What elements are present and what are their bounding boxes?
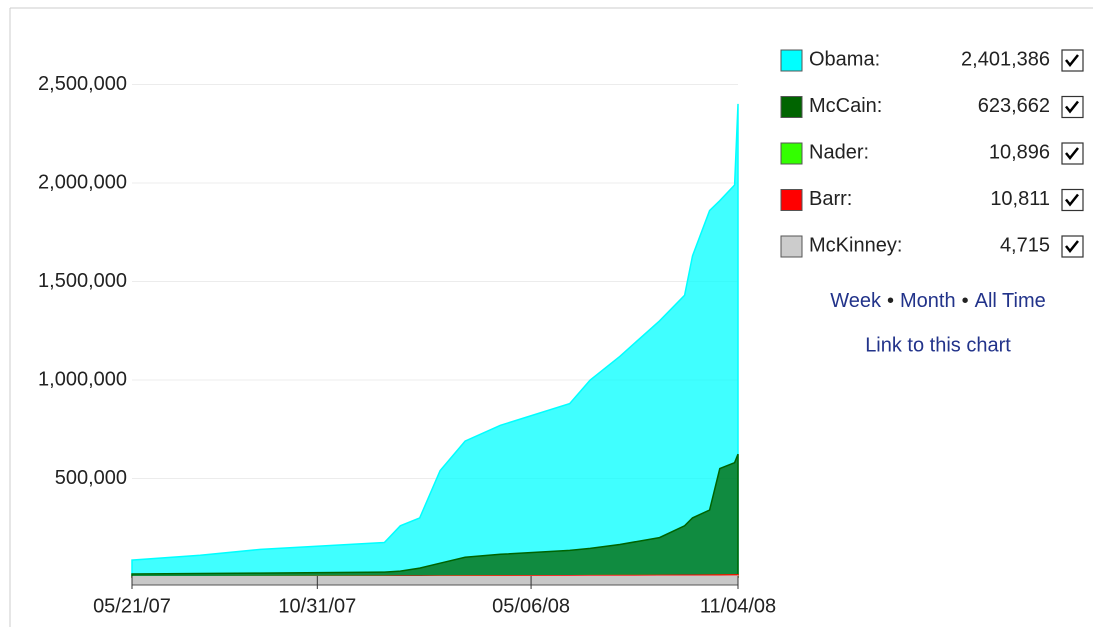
legend-swatch (780, 49, 803, 72)
legend-swatch (780, 189, 803, 211)
legend-value: 10,811 (990, 188, 1050, 210)
range-link[interactable]: Month (900, 290, 956, 312)
permalink[interactable]: Link to this chart (865, 334, 1011, 356)
legend-label: Barr: (809, 188, 852, 210)
legend-label: Obama: (809, 48, 880, 70)
y-tick-label: 2,500,000 (38, 73, 127, 95)
legend-value: 10,896 (989, 141, 1050, 163)
separator: • (962, 290, 969, 312)
y-tick-label: 500,000 (55, 467, 127, 489)
checkmark (1065, 147, 1079, 161)
separator: • (887, 290, 894, 312)
series-area (131, 453, 739, 578)
range-link[interactable]: All Time (975, 290, 1046, 312)
range-links: Week • Month • All Time (830, 290, 1046, 312)
legend-label: Nader: (809, 141, 869, 163)
legend-swatch (780, 142, 803, 165)
x-tick-label: 05/21/07 (93, 595, 171, 617)
legend-label: McKinney: (809, 234, 902, 256)
y-tick-label: 1,000,000 (38, 368, 127, 390)
legend-swatch (780, 96, 803, 118)
x-tick-label: 05/06/08 (492, 595, 570, 617)
checkmark (1065, 54, 1079, 68)
x-tick-label: 10/31/07 (278, 595, 356, 617)
checkmark (1065, 100, 1079, 114)
legend-value: 623,662 (978, 95, 1050, 117)
legend-label: McCain: (809, 95, 882, 117)
range-link[interactable]: Week (830, 290, 882, 312)
checkmark (1065, 193, 1079, 207)
y-tick-label: 2,000,000 (38, 171, 127, 193)
series-area (131, 103, 739, 578)
legend-swatch (780, 235, 803, 258)
legend-value: 2,401,386 (961, 48, 1050, 70)
x-tick-label: 11/04/08 (700, 595, 776, 617)
x-axis-strip (132, 576, 738, 585)
checkmark (1065, 240, 1079, 254)
legend-value: 4,715 (1000, 234, 1050, 256)
y-tick-label: 1,500,000 (38, 270, 127, 292)
